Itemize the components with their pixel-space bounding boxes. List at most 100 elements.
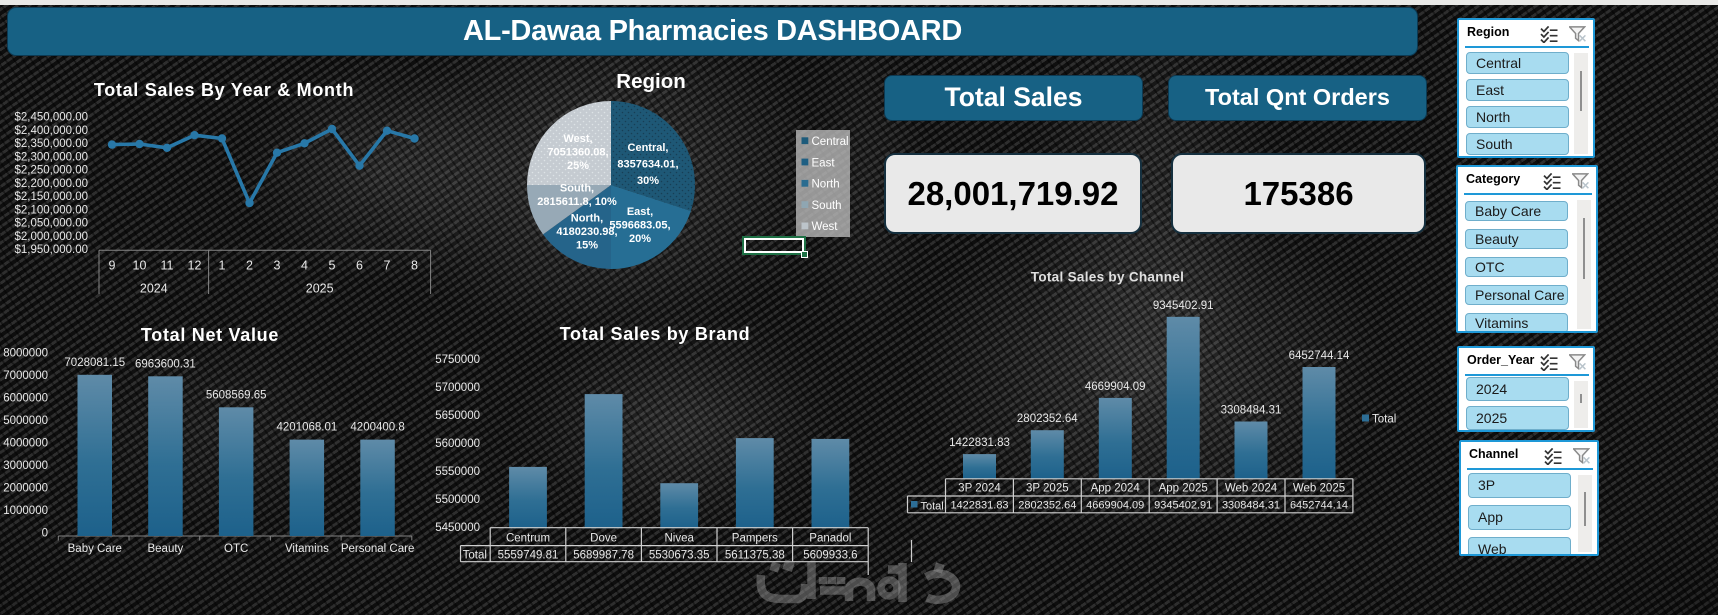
svg-text:2815611.8, 10%: 2815611.8, 10% [537,196,617,208]
svg-text:6000000: 6000000 [3,393,48,405]
svg-text:2: 2 [246,259,253,273]
svg-text:8000000: 8000000 [3,348,48,360]
svg-text:App 2025: App 2025 [1159,483,1208,495]
svg-text:5700000: 5700000 [435,382,480,394]
svg-text:2000000: 2000000 [3,483,48,495]
svg-text:6: 6 [356,259,363,273]
svg-text:4000000: 4000000 [3,438,48,450]
svg-text:OTC: OTC [224,543,248,555]
svg-text:9: 9 [109,259,116,273]
svg-text:2024: 2024 [140,282,168,296]
svg-text:4200400.8: 4200400.8 [350,422,404,434]
svg-text:2025: 2025 [306,282,334,296]
svg-text:Central: Central [812,136,849,148]
svg-text:Centrum: Centrum [506,533,550,545]
svg-text:15%: 15% [576,240,598,252]
svg-text:$2,350,000.00: $2,350,000.00 [14,138,88,150]
svg-text:Total: Total [1372,414,1396,426]
svg-text:3P 2024: 3P 2024 [958,483,1001,495]
svg-text:Total: Total [921,500,944,512]
svg-text:8357634.01,: 8357634.01, [617,159,678,171]
svg-text:$1,950,000.00: $1,950,000.00 [14,244,88,256]
svg-text:App 2024: App 2024 [1091,483,1141,495]
svg-text:6963600.31: 6963600.31 [135,358,196,370]
svg-text:Personal Care: Personal Care [341,543,415,555]
svg-text:4669904.09: 4669904.09 [1085,381,1146,393]
svg-text:6452744.14: 6452744.14 [1289,350,1350,362]
svg-text:9345402.91: 9345402.91 [1153,300,1214,312]
svg-text:South,: South, [560,183,594,195]
svg-text:Nivea: Nivea [664,533,694,545]
svg-text:2802352.64: 2802352.64 [1017,413,1078,425]
svg-text:Pampers: Pampers [732,533,778,545]
svg-text:7000000: 7000000 [3,370,48,382]
svg-text:Baby Care: Baby Care [68,543,122,555]
svg-text:$2,000,000.00: $2,000,000.00 [14,231,88,243]
svg-text:5611375.38: 5611375.38 [725,550,785,562]
svg-text:5608569.65: 5608569.65 [206,389,267,401]
svg-text:11: 11 [161,259,174,273]
svg-text:$2,450,000.00: $2,450,000.00 [14,112,88,124]
svg-text:5609933.6: 5609933.6 [803,550,857,562]
svg-text:1: 1 [219,259,226,273]
svg-text:4669904.09: 4669904.09 [1086,500,1144,512]
svg-text:Total Net Value: Total Net Value [141,325,279,345]
svg-text:$2,400,000.00: $2,400,000.00 [14,125,88,137]
svg-text:1422831.83: 1422831.83 [950,500,1008,512]
svg-text:$2,150,000.00: $2,150,000.00 [14,191,88,203]
svg-text:Dove: Dove [590,533,617,545]
svg-text:$2,300,000.00: $2,300,000.00 [14,151,88,163]
svg-text:5500000: 5500000 [435,494,480,506]
svg-text:0: 0 [42,528,48,540]
svg-text:30%: 30% [637,175,659,187]
svg-text:West: West [812,221,839,233]
svg-text:Region: Region [616,70,685,93]
svg-text:Central,: Central, [628,142,669,154]
svg-text:East: East [812,157,836,169]
svg-text:North: North [812,179,840,191]
svg-text:2802352.64: 2802352.64 [1018,500,1076,512]
svg-text:20%: 20% [629,233,651,245]
svg-text:25%: 25% [567,160,589,172]
svg-text:West,: West, [563,133,592,145]
svg-text:Total Sales By Year & Month: Total Sales By Year & Month [94,80,354,100]
svg-text:10: 10 [133,259,147,273]
svg-text:5: 5 [329,259,336,273]
svg-text:South: South [812,200,842,212]
svg-text:Total Sales by Brand: Total Sales by Brand [560,324,751,344]
svg-text:$2,250,000.00: $2,250,000.00 [14,165,88,177]
svg-text:12: 12 [188,259,202,273]
svg-text:1000000: 1000000 [3,505,48,517]
svg-text:5000000: 5000000 [3,415,48,427]
svg-text:7051360.08,: 7051360.08, [547,147,608,159]
svg-text:3308484.31: 3308484.31 [1221,405,1282,417]
svg-text:5600000: 5600000 [435,438,480,450]
svg-text:5750000: 5750000 [435,354,480,366]
svg-text:6452744.14: 6452744.14 [1290,500,1348,512]
svg-text:Web 2024: Web 2024 [1225,483,1278,495]
svg-text:3P 2025: 3P 2025 [1026,483,1069,495]
svg-text:7: 7 [384,259,391,273]
svg-text:Web 2025: Web 2025 [1293,483,1345,495]
svg-text:$2,200,000.00: $2,200,000.00 [14,178,88,190]
svg-text:5450000: 5450000 [435,522,480,534]
svg-text:3: 3 [274,259,281,273]
svg-text:4201068.01: 4201068.01 [277,422,338,434]
svg-text:4: 4 [301,259,308,273]
svg-text:3308484.31: 3308484.31 [1222,500,1280,512]
svg-text:East,: East, [627,206,653,218]
svg-text:5650000: 5650000 [435,410,480,422]
svg-text:North,: North, [571,213,603,225]
svg-text:5689987.78: 5689987.78 [573,550,634,562]
svg-text:$2,100,000.00: $2,100,000.00 [14,204,88,216]
svg-text:5530673.35: 5530673.35 [649,550,710,562]
svg-text:Panadol: Panadol [809,533,851,545]
svg-text:7028081.15: 7028081.15 [64,357,125,369]
svg-text:5559749.81: 5559749.81 [498,550,559,562]
svg-text:1422831.83: 1422831.83 [949,437,1010,449]
svg-text:Total: Total [463,550,487,562]
svg-text:Vitamins: Vitamins [285,543,329,555]
svg-text:4180230.98,: 4180230.98, [556,226,617,238]
svg-text:8: 8 [411,259,418,273]
svg-text:3000000: 3000000 [3,460,48,472]
